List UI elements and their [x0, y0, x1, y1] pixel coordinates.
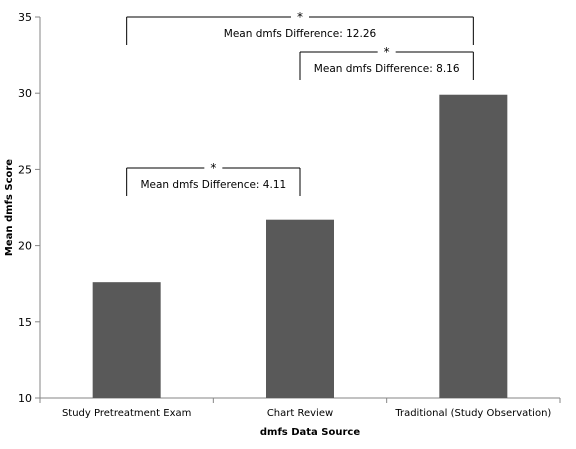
significance-star: *	[210, 161, 216, 175]
x-category-label: Traditional (Study Observation)	[394, 408, 551, 419]
x-axis: Study Pretreatment Exam Chart Review Tradi…	[39, 397, 561, 419]
significance-bracket: * Mean dmfs Difference: 12.26	[126, 10, 474, 45]
bar-1	[92, 282, 161, 398]
x-category-label: Study Pretreatment Exam	[62, 408, 191, 419]
significance-bracket: * Mean dmfs Difference: 8.16	[299, 45, 474, 80]
difference-label: Mean dmfs Difference: 12.26	[224, 28, 377, 40]
significance-annotations: * Mean dmfs Difference: 12.26 * Mean dmfs D…	[126, 10, 474, 196]
significance-star: *	[297, 10, 303, 24]
y-axis: 10 15 20 25 30 35	[18, 11, 41, 405]
bar-2	[266, 219, 334, 398]
y-axis-title: Mean dmfs Score	[4, 159, 15, 256]
x-axis-title: dmfs Data Source	[260, 427, 360, 438]
x-category-label: Chart Review	[267, 408, 333, 419]
difference-label: Mean dmfs Difference: 8.16	[314, 63, 460, 75]
y-tick-label: 25	[18, 163, 32, 176]
y-tick-label: 20	[18, 240, 32, 253]
y-tick-label: 35	[18, 11, 32, 24]
bar-3	[439, 94, 508, 398]
significance-bracket: * Mean dmfs Difference: 4.11	[126, 161, 301, 196]
significance-star: *	[384, 45, 390, 59]
y-tick-label: 30	[18, 87, 32, 100]
y-tick-label: 15	[18, 316, 32, 329]
y-tick-label: 10	[18, 392, 32, 405]
difference-label: Mean dmfs Difference: 4.11	[140, 179, 286, 191]
bars	[92, 94, 508, 398]
